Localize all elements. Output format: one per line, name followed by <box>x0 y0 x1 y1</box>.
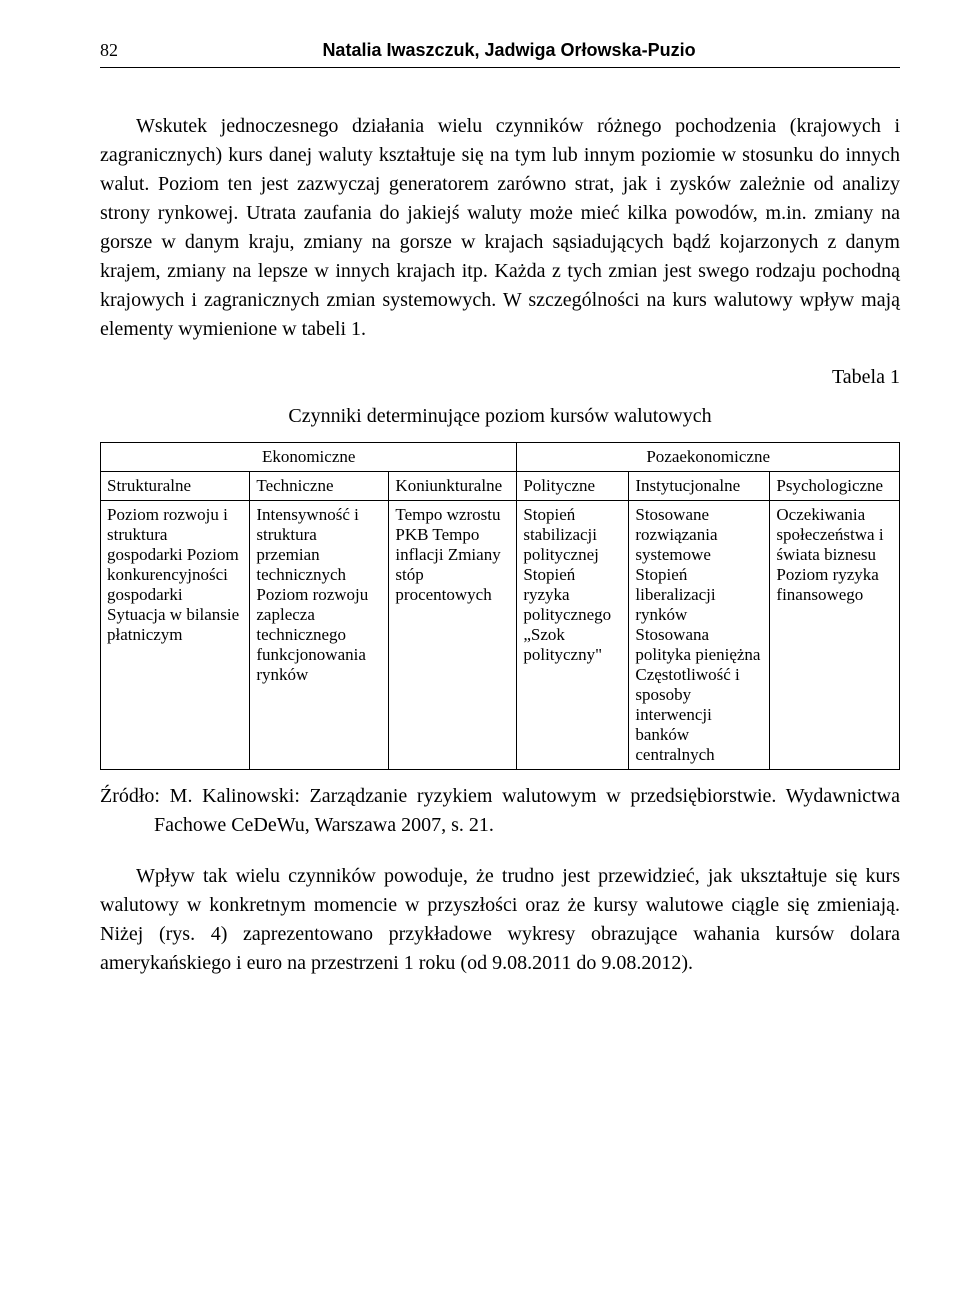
table-row-content: Poziom rozwoju i struktura gospodarki Po… <box>101 501 900 770</box>
sub-technical: Techniczne <box>250 472 389 501</box>
source-text: M. Kalinowski: Zarządzanie ryzykiem walu… <box>154 785 900 836</box>
source-prefix: Źródło: <box>100 785 160 807</box>
table-label: Tabela 1 <box>100 366 900 389</box>
header-non-economic: Pozaekonomiczne <box>517 443 900 472</box>
cell-technical: Intensywność i struktura przemian techni… <box>250 501 389 770</box>
cell-psychological: Oczekiwania społeczeństwa i świata bizne… <box>770 501 900 770</box>
sub-cyclical: Koniunkturalne <box>389 472 517 501</box>
table-source: Źródło: M. Kalinowski: Zarządzanie ryzyk… <box>100 782 900 840</box>
page-header: 82 Natalia Iwaszczuk, Jadwiga Orłowska-P… <box>100 40 900 68</box>
sub-institutional: Instytucjonalne <box>629 472 770 501</box>
paragraph-1: Wskutek jednoczesnego działania wielu cz… <box>100 112 900 344</box>
header-economic: Ekonomiczne <box>101 443 517 472</box>
factors-table: Ekonomiczne Pozaekonomiczne Strukturalne… <box>100 442 900 770</box>
cell-structural: Poziom rozwoju i struktura gospodarki Po… <box>101 501 250 770</box>
cell-cyclical: Tempo wzrostu PKB Tempo inflacji Zmiany … <box>389 501 517 770</box>
sub-structural: Strukturalne <box>101 472 250 501</box>
table-row-group-headers: Ekonomiczne Pozaekonomiczne <box>101 443 900 472</box>
authors: Natalia Iwaszczuk, Jadwiga Orłowska-Puzi… <box>158 40 900 61</box>
sub-psychological: Psychologiczne <box>770 472 900 501</box>
page-number: 82 <box>100 40 118 61</box>
cell-political: Stopień stabilizacji politycznej Stopień… <box>517 501 629 770</box>
table-title: Czynniki determinujące poziom kursów wal… <box>100 405 900 428</box>
paragraph-2: Wpływ tak wielu czynników powoduje, że t… <box>100 862 900 978</box>
cell-institutional: Stosowane rozwiązania systemowe Stopień … <box>629 501 770 770</box>
sub-political: Polityczne <box>517 472 629 501</box>
table-row-sub-headers: Strukturalne Techniczne Koniunkturalne P… <box>101 472 900 501</box>
